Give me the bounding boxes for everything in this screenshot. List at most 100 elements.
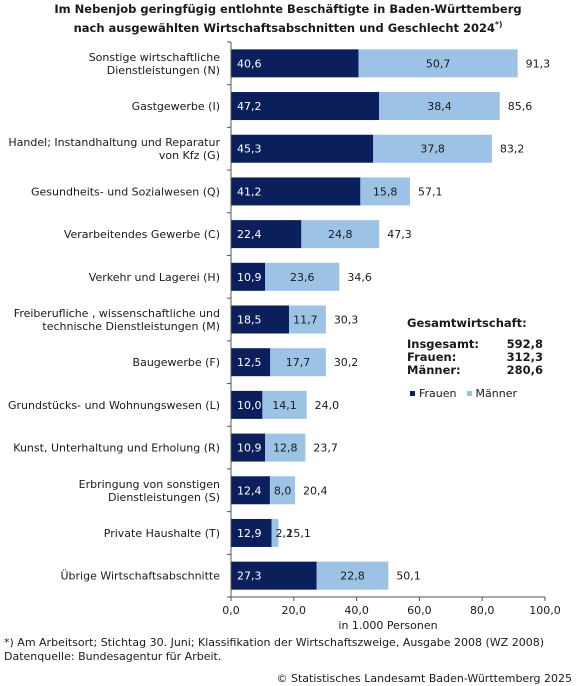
legend-swatch-maenner [466, 391, 472, 396]
footnote-line-1: *) Am Arbeitsort; Stichtag 30. Juni; Kla… [4, 636, 544, 649]
data-label-total: 34,6 [347, 271, 372, 284]
bar-maenner [265, 433, 306, 462]
data-label-maenner: 12,8 [273, 442, 298, 455]
data-label-frauen: 10,9 [237, 442, 262, 455]
totals-value-frauen: 312,3 [506, 350, 543, 364]
category-label: Übrige Wirtschaftsabschnitte [61, 570, 221, 583]
title-line-1: Im Nebenjob geringfügig entlohnte Beschä… [54, 2, 522, 16]
category-label-line: Verarbeitendes Gewerbe (C) [64, 228, 220, 241]
data-label-maenner: 22,8 [340, 570, 365, 583]
category-label-line: Verkehr und Lagerei (H) [89, 271, 220, 284]
bar-maenner [271, 518, 279, 547]
data-label-frauen: 47,2 [237, 100, 262, 113]
totals-heading: Gesamtwirtschaft: [407, 316, 527, 330]
bar-frauen [231, 390, 263, 419]
bar-frauen [231, 262, 266, 291]
x-tick-label: 20,0 [282, 604, 307, 617]
x-axis-label: in 1.000 Personen [338, 619, 437, 632]
data-label-frauen: 18,5 [237, 314, 262, 327]
data-label-total: 85,6 [508, 100, 533, 113]
bar-maenner [358, 49, 518, 78]
bar-maenner [269, 476, 296, 505]
bar-frauen [231, 518, 272, 547]
data-label-total: 83,2 [500, 143, 524, 156]
x-tick-label: 0,0 [222, 604, 240, 617]
category-label-line: von Kfz (G) [159, 149, 220, 162]
category-label-line: Dienstleistungen (N) [107, 64, 220, 77]
category-label-line: Dienstleistungen (S) [108, 491, 220, 504]
totals-row: Frauen: 312,3 [407, 351, 543, 364]
bar-frauen [231, 134, 374, 163]
totals-label-frauen: Frauen: [407, 350, 457, 364]
totals-row: Männer: 280,6 [407, 364, 543, 377]
data-label-maenner: 50,7 [426, 57, 451, 70]
data-label-total: 30,3 [334, 314, 359, 327]
category-label: Verkehr und Lagerei (H) [89, 271, 220, 284]
bar-frauen [231, 476, 270, 505]
legend-item-maenner: Männer [466, 387, 517, 400]
data-label-maenner: 24,8 [328, 228, 353, 241]
totals-label-maenner: Männer: [407, 363, 461, 377]
legend-label-frauen: Frauen [419, 387, 457, 400]
data-label-maenner: 15,8 [373, 185, 398, 198]
data-label-maenner: 17,7 [286, 356, 311, 369]
data-label-total: 15,1 [286, 527, 311, 540]
bar-maenner [379, 92, 500, 121]
bar-maenner [262, 390, 307, 419]
category-label-line: technische Dienstleistungen (M) [42, 320, 220, 333]
category-label: Erbringung von sonstigen Dienstleistungen… [79, 478, 220, 504]
data-label-total: 50,1 [396, 570, 421, 583]
category-label-line: Private Haushalte (T) [104, 527, 220, 540]
data-label-frauen: 12,4 [237, 484, 262, 497]
bar-frauen [231, 49, 359, 78]
category-label-line: Gesundheits- und Sozialwesen (Q) [31, 185, 220, 198]
category-label: Gastgewerbe (I) [132, 100, 220, 113]
data-label-maenner: 23,6 [290, 271, 315, 284]
bar-maenner [316, 561, 389, 590]
data-label-frauen: 27,3 [237, 570, 262, 583]
data-label-frauen: 10,9 [237, 271, 262, 284]
bar-maenner [373, 134, 492, 163]
bar-frauen [231, 92, 380, 121]
bar-maenner [360, 177, 410, 206]
category-label: Kunst, Unterhaltung und Erholung (R) [13, 442, 220, 455]
data-label-frauen: 10,0 [237, 399, 262, 412]
category-label-line: Baugewerbe (F) [133, 356, 220, 369]
category-label: Grundstücks- und Wohnungswesen (L) [8, 399, 220, 412]
bar-frauen [231, 305, 290, 334]
category-label-line: Freiberufliche , wissenschaftliche und [14, 307, 220, 320]
data-label-maenner: 37,8 [420, 143, 445, 156]
category-label-line: Kunst, Unterhaltung und Erholung (R) [13, 442, 220, 455]
x-tick-label: 60,0 [407, 604, 432, 617]
totals-value-maenner: 280,6 [506, 363, 543, 377]
legend: Frauen Männer [410, 387, 527, 400]
bar-frauen [231, 561, 317, 590]
data-label-total: 30,2 [334, 356, 359, 369]
data-label-maenner: 38,4 [427, 100, 452, 113]
category-label: Verarbeitendes Gewerbe (C) [64, 228, 220, 241]
legend-item-frauen: Frauen [410, 387, 457, 400]
x-tick-label: 100,0 [529, 604, 561, 617]
bar-maenner [270, 348, 326, 377]
data-label-frauen: 41,2 [237, 185, 262, 198]
data-label-maenner: 14,1 [272, 399, 297, 412]
totals-value-insgesamt: 592,8 [506, 337, 543, 351]
category-label-line: Grundstücks- und Wohnungswesen (L) [8, 399, 220, 412]
title-footnote-marker: *) [495, 20, 503, 29]
category-label-line: Erbringung von sonstigen [79, 478, 220, 491]
legend-label-maenner: Männer [475, 387, 517, 400]
category-label-line: Sonstige wirtschaftliche [89, 51, 221, 64]
category-label: Gesundheits- und Sozialwesen (Q) [31, 185, 220, 198]
category-label-line: Gastgewerbe (I) [132, 100, 220, 113]
totals-box: Gesamtwirtschaft: Insgesamt: 592,8 Fraue… [407, 316, 543, 377]
category-label: Sonstige wirtschaftliche Dienstleistungen… [89, 51, 221, 77]
data-label-maenner: 11,7 [293, 314, 318, 327]
data-label-maenner: 8,0 [274, 484, 292, 497]
category-label: Private Haushalte (T) [104, 527, 220, 540]
totals-row: Insgesamt: 592,8 [407, 338, 543, 351]
data-label-frauen: 12,5 [237, 356, 262, 369]
category-label-line: Übrige Wirtschaftsabschnitte [61, 570, 221, 583]
category-label: Baugewerbe (F) [133, 356, 220, 369]
data-label-total: 47,3 [387, 228, 412, 241]
